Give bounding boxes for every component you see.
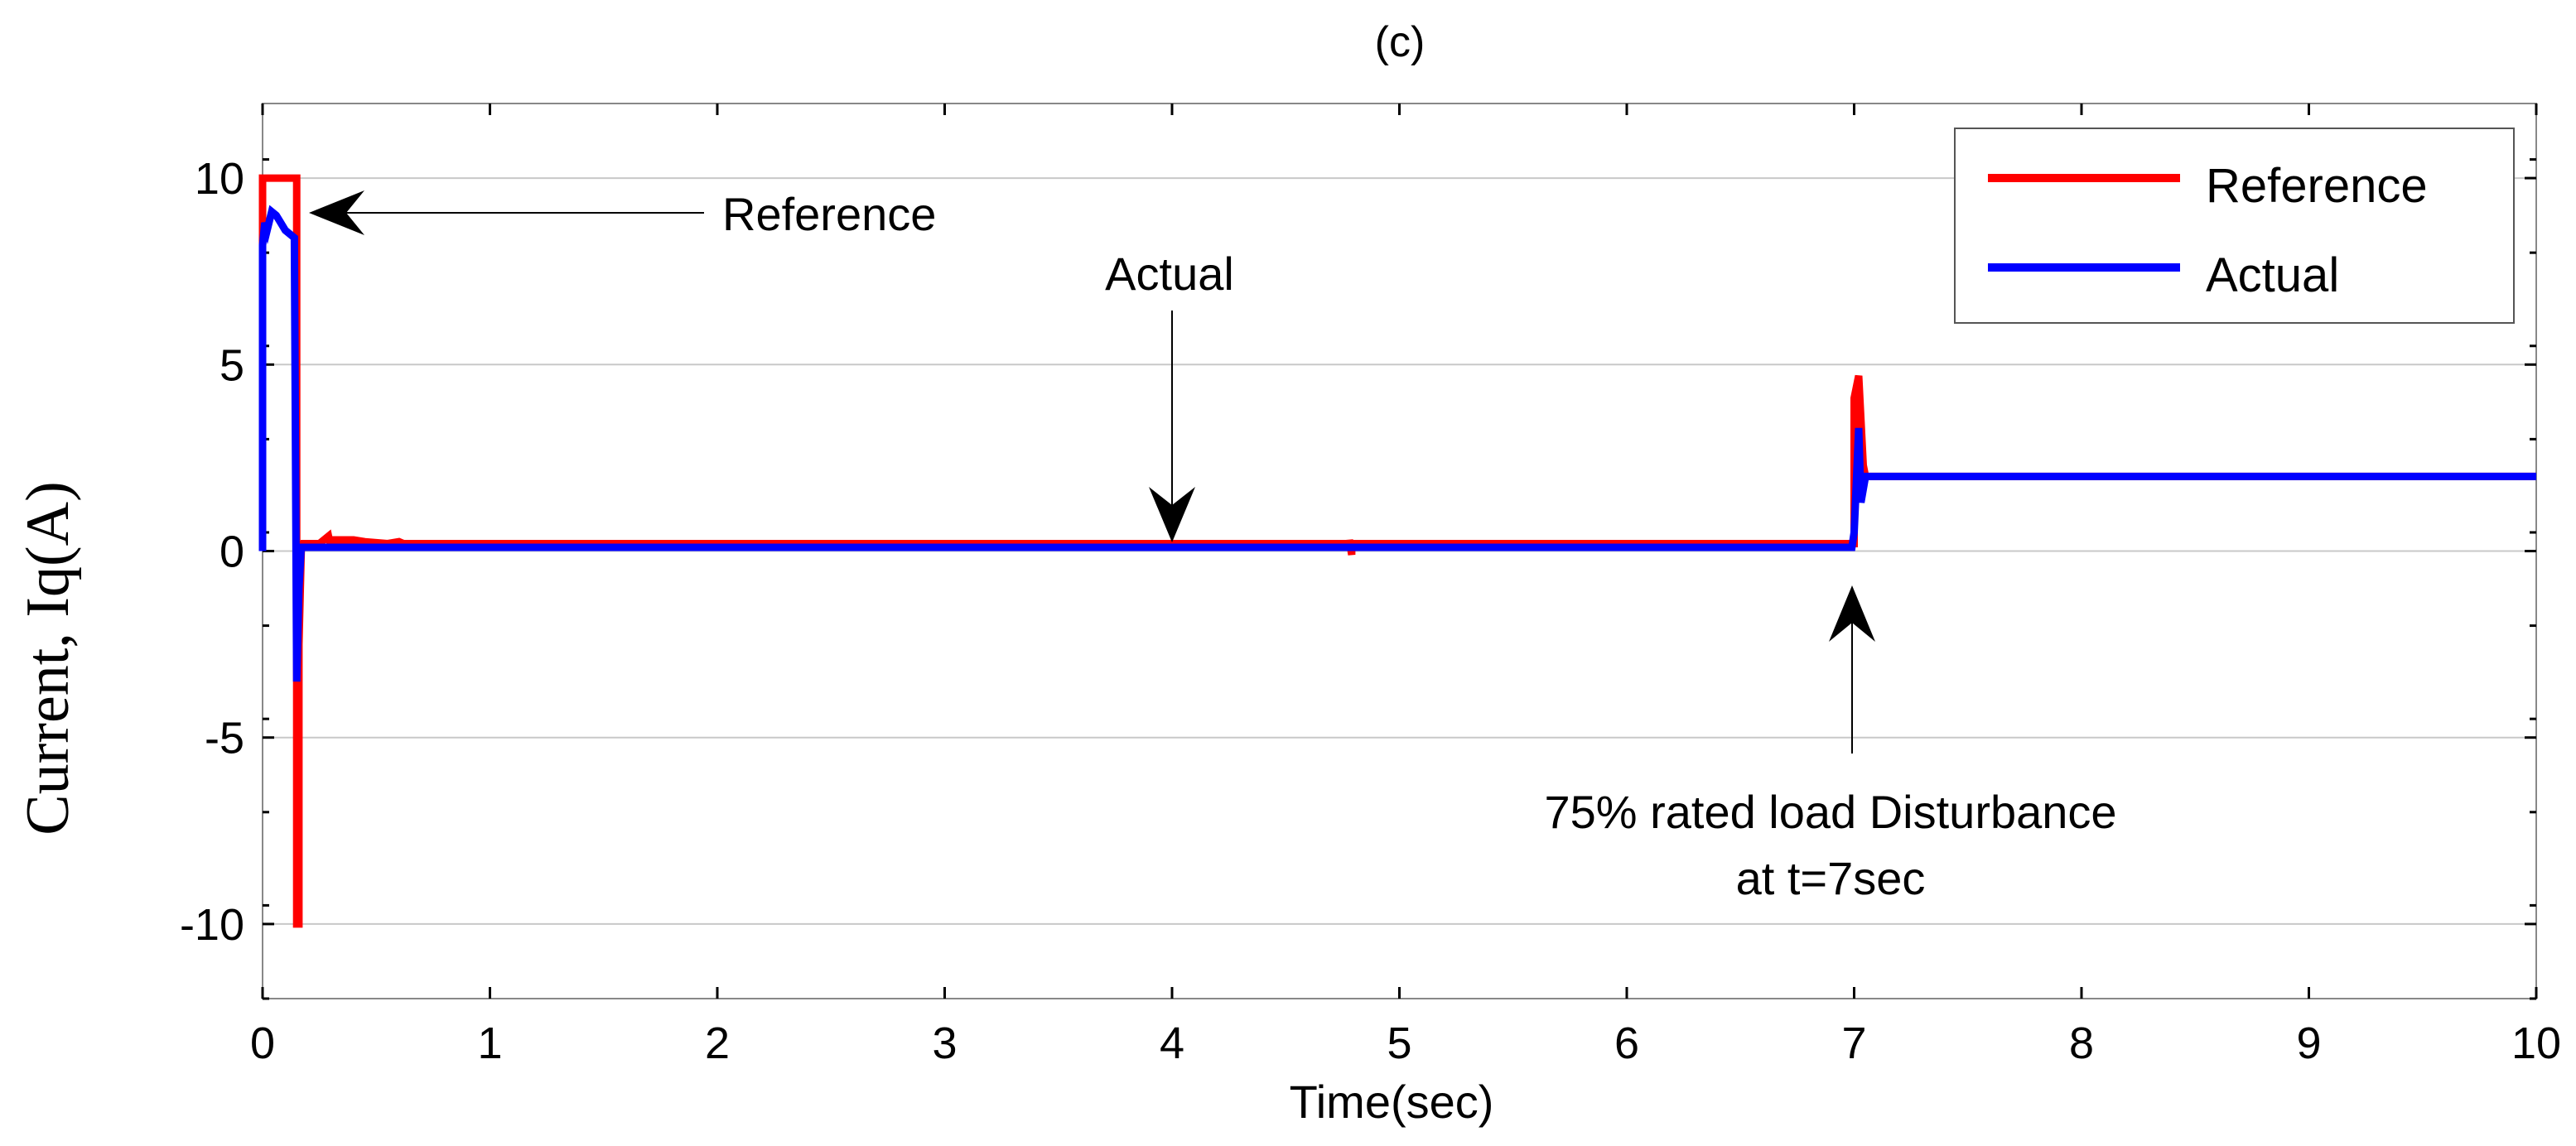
x-tick-label: 10 bbox=[2511, 1018, 2561, 1068]
annotation-disturbance-label-line2: at t=7sec bbox=[1736, 852, 1926, 904]
y-tick-label: 0 bbox=[219, 527, 244, 577]
series-line-actual bbox=[258, 205, 2536, 682]
legend-label-reference: Reference bbox=[2206, 159, 2428, 213]
y-tick-label: -10 bbox=[180, 900, 244, 950]
annotation-actual: Actual bbox=[1105, 248, 1234, 542]
legend-box bbox=[1954, 128, 2515, 324]
x-tick-label: 2 bbox=[705, 1018, 730, 1068]
annotation-reference: Reference bbox=[309, 188, 936, 240]
annotation-reference-label: Reference bbox=[722, 188, 936, 240]
x-tick-label: 9 bbox=[2296, 1018, 2321, 1068]
x-tick-label: 6 bbox=[1614, 1018, 1639, 1068]
y-tick-label: -5 bbox=[205, 714, 244, 763]
legend: Reference Actual bbox=[1954, 128, 2515, 324]
annotation-reference-arrowhead bbox=[309, 190, 364, 235]
x-tick-label: 3 bbox=[932, 1018, 957, 1068]
x-tick-label: 5 bbox=[1387, 1018, 1411, 1068]
x-tick-label: 0 bbox=[250, 1018, 275, 1068]
annotation-actual-arrowhead bbox=[1149, 487, 1195, 542]
annotation-disturbance-label-line1: 75% rated load Disturbance bbox=[1544, 786, 2116, 838]
x-tick-label: 4 bbox=[1160, 1018, 1184, 1068]
x-axis-label: Time(sec) bbox=[1290, 1076, 1494, 1128]
y-tick-label: 10 bbox=[195, 154, 244, 204]
x-tick-label: 7 bbox=[1841, 1018, 1866, 1068]
legend-label-actual: Actual bbox=[2206, 248, 2339, 302]
chart-title: (c) bbox=[1375, 18, 1425, 66]
y-tick-label: 5 bbox=[219, 340, 244, 390]
y-axis-label: Current, Iq(A) bbox=[14, 481, 82, 835]
annotation-disturbance: 75% rated load Disturbance at t=7sec bbox=[1544, 585, 2117, 904]
axis-ticks: -10 -5 0 5 10 0 1 2 3 4 5 6 7 8 9 10 bbox=[180, 104, 2561, 1068]
x-tick-label: 8 bbox=[2069, 1018, 2094, 1068]
series-layer bbox=[258, 174, 2536, 928]
x-tick-label: 1 bbox=[477, 1018, 502, 1068]
annotation-actual-label: Actual bbox=[1105, 248, 1234, 300]
